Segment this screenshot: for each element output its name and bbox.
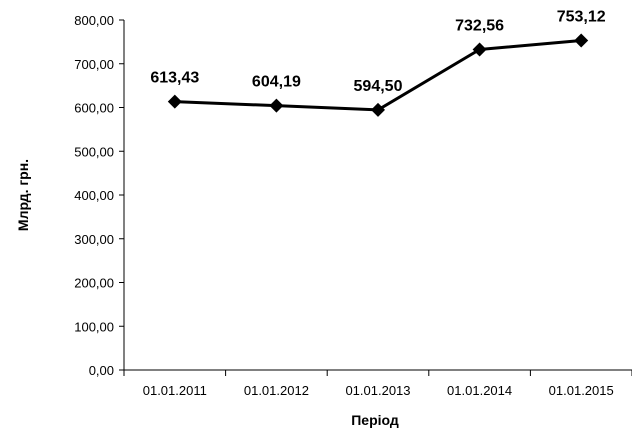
- y-tick-label: 400,00: [74, 188, 114, 203]
- data-label: 613,43: [150, 70, 199, 87]
- y-tick-label: 100,00: [74, 319, 114, 334]
- y-tick-label: 0,00: [89, 363, 114, 378]
- data-point-marker: [371, 102, 385, 117]
- x-tick-label: 01.01.2012: [244, 383, 309, 398]
- data-point-marker: [472, 42, 487, 57]
- y-axis-title: Млрд. грн.: [15, 159, 31, 231]
- y-tick-label: 200,00: [74, 276, 114, 291]
- data-labels: 613,43 604,19 594,50 732,56 753,12: [150, 9, 605, 95]
- y-tick-label: 500,00: [74, 144, 114, 159]
- x-tick-label: 01.01.2015: [549, 383, 614, 398]
- data-label: 753,12: [557, 9, 606, 26]
- series-line: [174, 39, 582, 112]
- data-point-marker: [574, 33, 589, 48]
- y-tick-label: 600,00: [74, 101, 114, 116]
- y-axis: 0,00 100,00 200,00 300,00 400,00 500,00 600,00…: [74, 13, 125, 378]
- y-tick-label: 300,00: [74, 232, 114, 247]
- x-tick-label: 01.01.2011: [143, 383, 207, 398]
- data-point-marker: [167, 94, 182, 109]
- y-tick-label: 800,00: [74, 13, 114, 28]
- x-axis-title: Період: [351, 412, 399, 428]
- x-tick-label: 01.01.2014: [447, 383, 512, 398]
- series-group: [167, 33, 589, 117]
- x-tick-label: 01.01.2013: [345, 383, 410, 398]
- data-point-marker: [269, 98, 284, 113]
- data-label: 594,50: [354, 78, 403, 95]
- data-label: 604,19: [252, 74, 301, 91]
- x-axis: 01.01.2011 01.01.2012 01.01.2013 01.01.2014…: [123, 369, 632, 398]
- y-tick-label: 700,00: [74, 57, 114, 72]
- data-label: 732,56: [455, 18, 504, 35]
